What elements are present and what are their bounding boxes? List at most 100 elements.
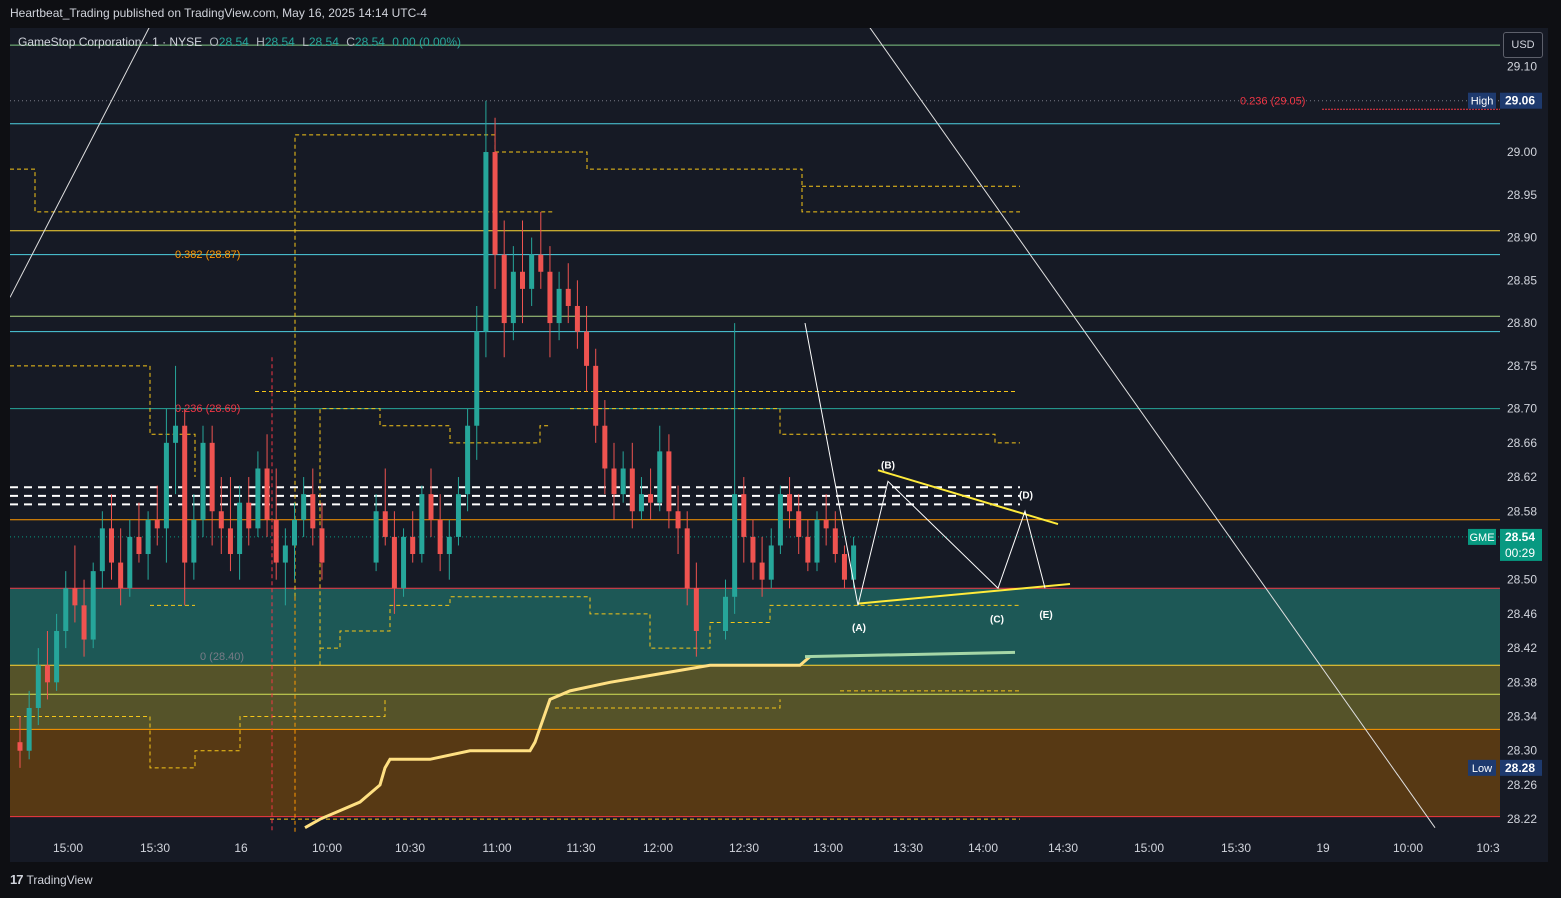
candle-body-28 — [273, 519, 279, 563]
price-tag-name-bg-0 — [1468, 92, 1496, 109]
chart-panel[interactable]: 0.236 (29.05) 0.382 (28.87) 0.236 (28.69) 0… — [10, 28, 1548, 862]
close-label: C — [346, 35, 355, 49]
price-chart[interactable]: 0.236 (29.05) 0.382 (28.87) 0.236 (28.69) 0… — [10, 28, 1548, 862]
candle-body-25 — [246, 502, 252, 529]
wedge-upper-line — [877, 469, 1059, 526]
candle-body-5 — [63, 588, 69, 631]
candle-body-46 — [483, 152, 489, 332]
candle-body-74 — [759, 562, 765, 580]
y-tick-18: 28.30 — [1507, 744, 1537, 758]
vwap-line-extension — [804, 650, 1016, 659]
candle-body-22 — [218, 511, 224, 529]
x-tick-1: 15:30 — [140, 841, 170, 855]
price-zone-2 — [10, 729, 1500, 817]
candle-body-16 — [163, 442, 169, 529]
y-tick-17: 28.34 — [1507, 710, 1537, 724]
trend-line-left — [10, 28, 150, 298]
wave-label-4: (E) — [1039, 610, 1052, 621]
dashed-level-10 — [555, 699, 781, 709]
candle-body-4 — [54, 631, 60, 683]
y-tick-9: 28.66 — [1507, 436, 1537, 450]
candle-body-70 — [723, 596, 728, 631]
candle-body-35 — [382, 511, 388, 537]
candle-body-79 — [805, 536, 811, 563]
candle-body-37 — [401, 536, 407, 589]
y-tick-13: 28.50 — [1507, 573, 1537, 587]
y-tick-6: 28.80 — [1507, 316, 1537, 330]
candle-body-71 — [732, 494, 738, 597]
low-label: L — [302, 35, 309, 49]
x-tick-13: 15:00 — [1134, 841, 1164, 855]
candle-body-52 — [538, 254, 544, 272]
y-tick-19: 28.26 — [1507, 778, 1537, 792]
candle-body-30 — [292, 519, 297, 546]
candle-body-3 — [44, 665, 50, 683]
candle-body-9 — [99, 528, 105, 572]
candle-body-65 — [657, 451, 663, 503]
publication-header: Heartbeat_Trading published on TradingVi… — [10, 6, 427, 20]
candle-body-2 — [35, 665, 41, 708]
candle-body-23 — [227, 528, 233, 555]
currency-button[interactable]: USD — [1503, 32, 1543, 58]
candle-body-72 — [741, 494, 747, 537]
price-tag-name-bg-1 — [1468, 528, 1496, 545]
candle-body-75 — [768, 545, 774, 580]
candle-body-24 — [237, 502, 243, 555]
high-value: 28.54 — [264, 35, 295, 49]
y-tick-2: 29.00 — [1507, 145, 1537, 159]
price-axis-background — [1500, 28, 1548, 862]
candle-body-64 — [648, 494, 654, 503]
candle-body-6 — [72, 588, 78, 606]
wave-path — [804, 322, 1046, 606]
candle-body-61 — [620, 468, 626, 495]
candle-body-34 — [373, 511, 379, 563]
candle-body-60 — [611, 468, 617, 495]
candle-body-59 — [602, 425, 608, 469]
vwap-line — [304, 655, 811, 830]
price-tag-value-1: 28.54 — [1505, 530, 1535, 544]
high-label: H — [256, 35, 265, 49]
candle-body-41 — [437, 519, 443, 555]
time-axis-background — [10, 832, 1548, 862]
x-tick-17: 10:3 — [1476, 841, 1500, 855]
symbol-legend: GameStop Corporation · 1 · NYSE O 28.54 H… — [18, 35, 461, 49]
candle-body-12 — [127, 536, 133, 589]
wave-label-2: (C) — [990, 614, 1004, 625]
y-tick-0: 29.10 — [1507, 59, 1537, 73]
candle-body-13 — [136, 536, 142, 555]
fib-label-2: 0.236 (28.69) — [175, 403, 240, 415]
y-tick-5: 28.85 — [1507, 273, 1537, 287]
candle-body-53 — [547, 271, 553, 324]
x-tick-9: 13:00 — [813, 841, 843, 855]
x-tick-10: 13:30 — [893, 841, 923, 855]
symbol-name[interactable]: GameStop Corporation · 1 · NYSE — [18, 35, 203, 49]
candle-body-73 — [750, 536, 756, 563]
candle-body-10 — [109, 528, 114, 563]
candle-body-36 — [391, 536, 397, 589]
price-tag-bg-1 — [1500, 528, 1542, 561]
tradingview-logo-icon[interactable]: 17 — [10, 872, 24, 887]
x-tick-14: 15:30 — [1221, 841, 1251, 855]
dashed-level-9 — [320, 596, 1020, 649]
fib-label-3: 0 (28.40) — [200, 651, 244, 663]
wedge-lower-line — [857, 582, 1071, 605]
price-tag-bg-0 — [1500, 92, 1542, 109]
price-zone-1 — [10, 665, 1500, 730]
y-tick-4: 28.90 — [1507, 231, 1537, 245]
candle-body-0 — [17, 742, 23, 751]
candle-body-40 — [428, 494, 434, 520]
candle-body-56 — [574, 305, 580, 332]
y-tick-15: 28.42 — [1507, 641, 1537, 655]
candle-body-49 — [510, 271, 516, 324]
x-tick-7: 12:00 — [643, 841, 673, 855]
candle-body-14 — [145, 519, 151, 555]
x-tick-5: 11:00 — [482, 841, 511, 855]
open-label: O — [209, 35, 219, 49]
y-tick-11: 28.58 — [1507, 504, 1537, 518]
price-tag-value-2: 28.28 — [1505, 761, 1535, 775]
candle-body-50 — [520, 271, 525, 289]
price-tag-name-bg-2 — [1468, 759, 1496, 776]
dashed-level-1 — [294, 134, 1020, 597]
candle-body-21 — [209, 442, 215, 512]
footer-logo-text[interactable]: TradingView — [26, 872, 93, 887]
